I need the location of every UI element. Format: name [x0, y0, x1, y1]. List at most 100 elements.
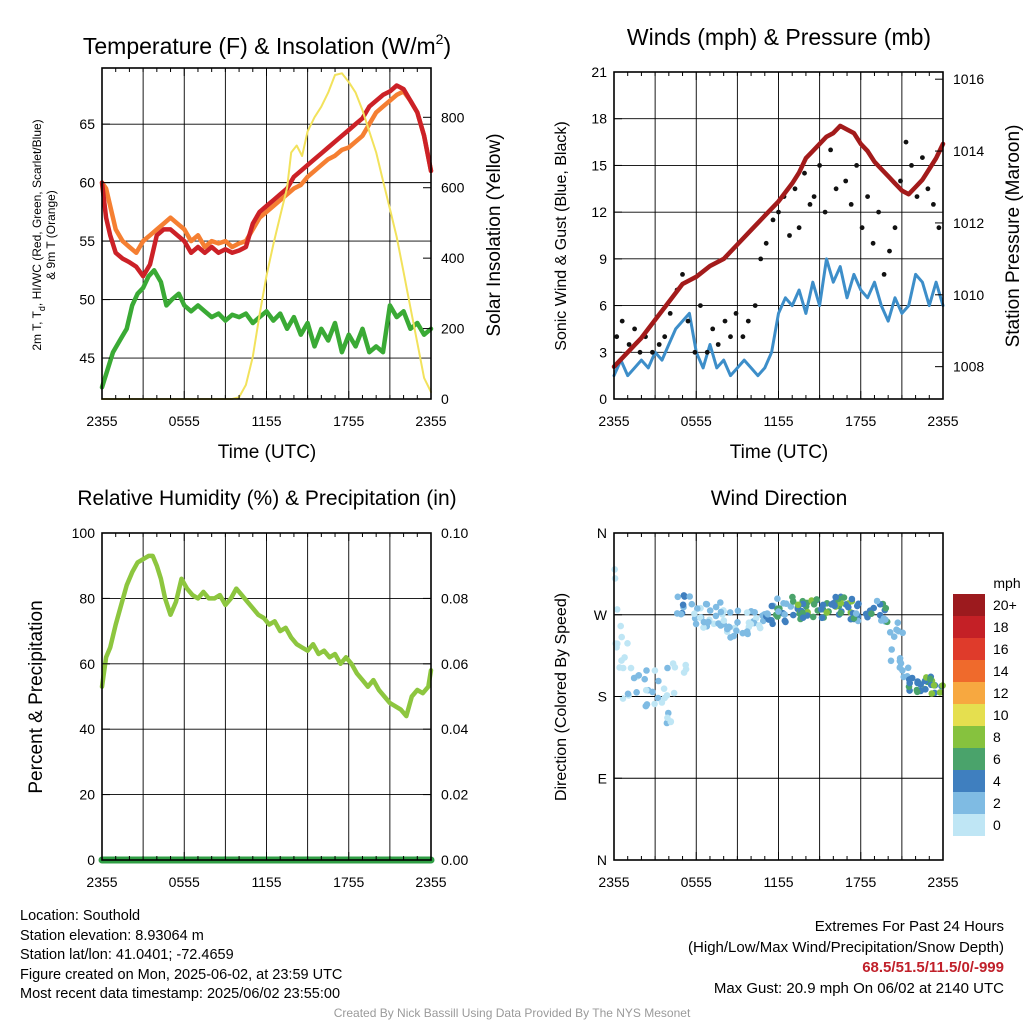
direction-point	[819, 601, 827, 609]
y-axis-label-line2: & 9m T (Orange)	[44, 190, 58, 280]
direction-point	[894, 619, 902, 626]
y-tick-label: N	[597, 852, 607, 868]
direction-point	[613, 644, 620, 651]
y-tick-label: E	[598, 770, 607, 786]
y-tick-label: 0	[599, 391, 607, 407]
gust-point	[811, 194, 817, 200]
y-label-part: , HI/WC (Red, Green, Scarlet/Blue)	[30, 119, 44, 306]
y-tick-label-right: 1012	[953, 215, 984, 231]
y-tick-label: 65	[79, 116, 95, 132]
panel-title: Winds (mph) & Pressure (mb)	[627, 24, 931, 50]
x-axis-label: Time (UTC)	[218, 442, 317, 463]
direction-point	[692, 620, 700, 628]
direction-point	[694, 605, 701, 612]
y-axis-label: Direction (Colored By Speed)	[553, 593, 570, 801]
y-tick-label-right: 1010	[953, 287, 984, 303]
y-tick-label: 80	[79, 590, 95, 606]
direction-point	[727, 634, 734, 641]
gust-point	[925, 186, 931, 192]
gust-point	[698, 303, 703, 308]
direction-point	[782, 600, 790, 607]
gust-point	[662, 334, 668, 340]
gust-point	[865, 194, 870, 200]
x-tick-label: 1155	[763, 413, 793, 429]
y-tick-label-right: 0.10	[441, 525, 468, 541]
direction-point	[774, 595, 781, 602]
gust-point	[887, 248, 892, 254]
direction-point	[680, 592, 688, 599]
axes-layer: 2355 0555 1155 1755 2355 0 3 6 9 12 15 18 21 1008 1010…	[591, 64, 984, 429]
direction-point	[756, 624, 764, 632]
direction-point	[768, 602, 776, 610]
gust-point	[898, 178, 903, 184]
panel-title: Wind Direction	[711, 487, 848, 510]
gust-point	[909, 163, 914, 168]
direction-point	[706, 607, 714, 614]
colorbar-label: 14	[993, 663, 1009, 679]
y-tick-label: 3	[599, 344, 607, 360]
direction-point	[781, 611, 788, 618]
gust-point	[914, 194, 920, 200]
series-layer	[99, 72, 434, 400]
direction-point	[688, 600, 696, 608]
extremes-title: Extremes For Past 24 Hours	[814, 918, 1004, 935]
direction-point	[733, 627, 740, 635]
direction-point	[904, 664, 912, 672]
title-superscript: 2	[436, 31, 444, 47]
gust-point	[903, 139, 909, 145]
direction-point	[890, 633, 898, 640]
credit-line: Created By Nick Bassill Using Data Provi…	[333, 1006, 691, 1020]
x-axis-label: Time (UTC)	[730, 442, 829, 463]
plot-grid	[613, 72, 944, 399]
y-tick-label-right: 0.02	[441, 787, 468, 803]
direction-point	[686, 593, 693, 600]
gust-point	[685, 318, 691, 324]
colorbar-title: mph	[993, 575, 1020, 591]
colorbar-swatch	[953, 814, 985, 836]
direction-point	[818, 614, 826, 622]
y-label-part: 2m T, T	[30, 310, 44, 350]
max-gust: Max Gust: 20.9 mph On 06/02 at 2140 UTC	[713, 979, 1004, 997]
x-tick-label: 2355	[86, 413, 117, 429]
y-tick-label: 20	[79, 787, 95, 803]
gust-point	[802, 170, 807, 176]
gust-point	[833, 186, 839, 192]
y-tick-label-right: 1008	[953, 359, 984, 375]
direction-point	[809, 613, 817, 621]
y-tick-label-right: 0.00	[441, 852, 468, 868]
direction-point	[669, 660, 677, 667]
colorbar-swatch	[953, 726, 985, 748]
x-tick-label: 0555	[169, 413, 200, 429]
direction-point	[633, 689, 640, 696]
x-tick-label: 2355	[927, 874, 958, 890]
direction-point	[717, 599, 724, 606]
humidity-precip-panel: Relative Humidity (%) & Precipitation (i…	[26, 487, 468, 890]
title-text: Temperature (F) & Insolation (W/m	[83, 33, 436, 59]
direction-point	[845, 603, 852, 611]
y-tick-label: 15	[591, 157, 607, 173]
gust-point	[787, 233, 792, 238]
direction-point	[664, 714, 671, 722]
direction-point	[888, 646, 895, 653]
direction-point	[893, 626, 900, 633]
x-tick-label: 2355	[415, 413, 446, 429]
gust-point	[859, 225, 865, 231]
gust-point	[728, 334, 733, 340]
colorbar-label: 20+	[993, 597, 1017, 613]
direction-point	[611, 575, 619, 582]
gust-point	[881, 272, 887, 277]
panel-title: Temperature (F) & Insolation (W/m2)	[83, 31, 451, 59]
direction-point	[700, 624, 707, 631]
colorbar-label: 12	[993, 685, 1009, 701]
direction-point	[618, 633, 625, 641]
direction-point	[882, 616, 889, 623]
direction-point	[691, 610, 698, 617]
x-tick-label: 2355	[598, 413, 629, 429]
x-tick-label: 0555	[681, 413, 712, 429]
direction-point	[651, 700, 658, 708]
y-label-subscript: d	[37, 306, 47, 311]
direction-point	[852, 610, 860, 617]
direction-point	[897, 660, 905, 667]
figure-created: Figure created on Mon, 2025-06-02, at 23…	[20, 966, 343, 983]
